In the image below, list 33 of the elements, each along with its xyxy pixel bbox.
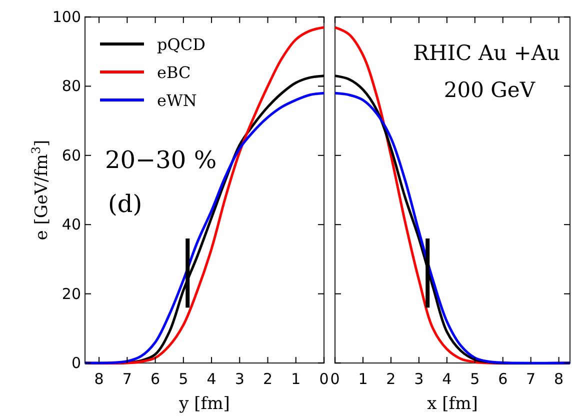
x-axis-title: x [fm] [427,394,478,414]
y-tick-label: 0 [71,354,81,372]
x-tick-label: 2 [262,370,273,388]
x-tick-label: 1 [358,370,368,388]
x-tick-label: 7 [526,370,536,388]
x-axis-title: y [fm] [178,394,230,414]
y-tick-label: 100 [52,8,81,26]
x-tick-label: 3 [414,370,424,388]
y-tick-label: 20 [62,284,81,303]
x-tick-label: 6 [150,370,160,388]
legend-label: pQCD [157,35,206,54]
x-tick-label: 7 [122,370,132,388]
x-tick-label: 5 [178,370,188,388]
x-tick-label: 1 [291,370,301,388]
x-tick-label: 0 [319,370,329,388]
annotation: RHIC Au +Au [413,41,560,65]
y-tick-label: 40 [62,216,81,234]
y-tick-label: 60 [62,146,81,164]
annotation: 200 GeV [444,78,536,102]
x-tick-label: 6 [498,370,508,388]
x-tick-label: 0 [330,370,340,388]
x-tick-label: 5 [470,370,480,388]
x-tick-label: 2 [386,370,396,388]
y-tick-label: 80 [62,77,81,96]
annotation: 20−30 % [105,146,217,174]
annotation: (d) [108,190,142,218]
legend-label: eWN [157,91,197,110]
x-tick-label: 4 [206,370,216,388]
legend-label: eBC [157,63,191,82]
x-tick-label: 8 [554,370,564,388]
x-tick-label: 8 [94,370,104,388]
x-tick-label: 4 [442,370,452,388]
x-tick-label: 3 [234,370,244,388]
